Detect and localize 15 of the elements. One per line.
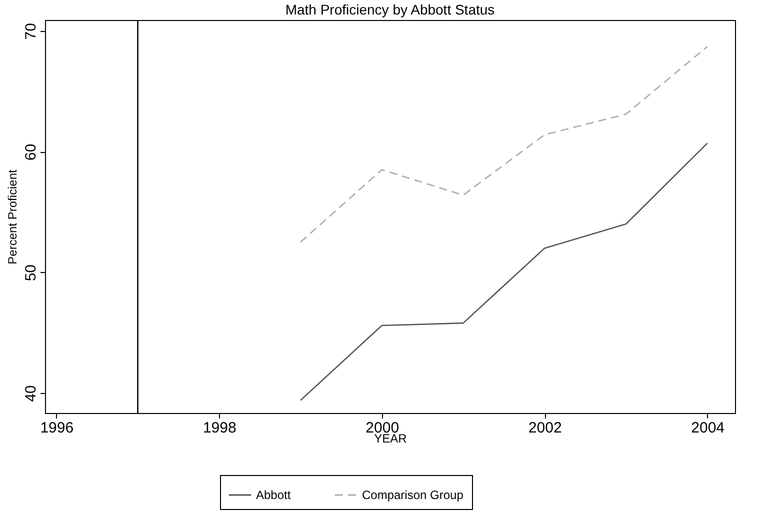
x-tick-label: 1998 xyxy=(202,420,236,436)
x-axis-title: YEAR xyxy=(374,432,408,446)
line-series xyxy=(300,46,708,243)
line-series xyxy=(300,142,708,401)
x-tick-label: 2004 xyxy=(691,420,725,436)
x-tick-label: 1996 xyxy=(40,420,74,436)
y-tick-label: 60 xyxy=(22,144,40,160)
y-tick-label: 40 xyxy=(22,385,40,402)
y-axis-title: Percent Proficient xyxy=(6,168,20,264)
y-tick-label: 50 xyxy=(22,264,40,282)
legend-label: Comparison Group xyxy=(362,488,464,502)
legend-label: Abbott xyxy=(256,488,292,502)
chart-title: Math Proficiency by Abbott Status xyxy=(285,1,495,18)
y-tick-label: 70 xyxy=(22,23,40,40)
x-tick-label: 2002 xyxy=(528,420,562,436)
